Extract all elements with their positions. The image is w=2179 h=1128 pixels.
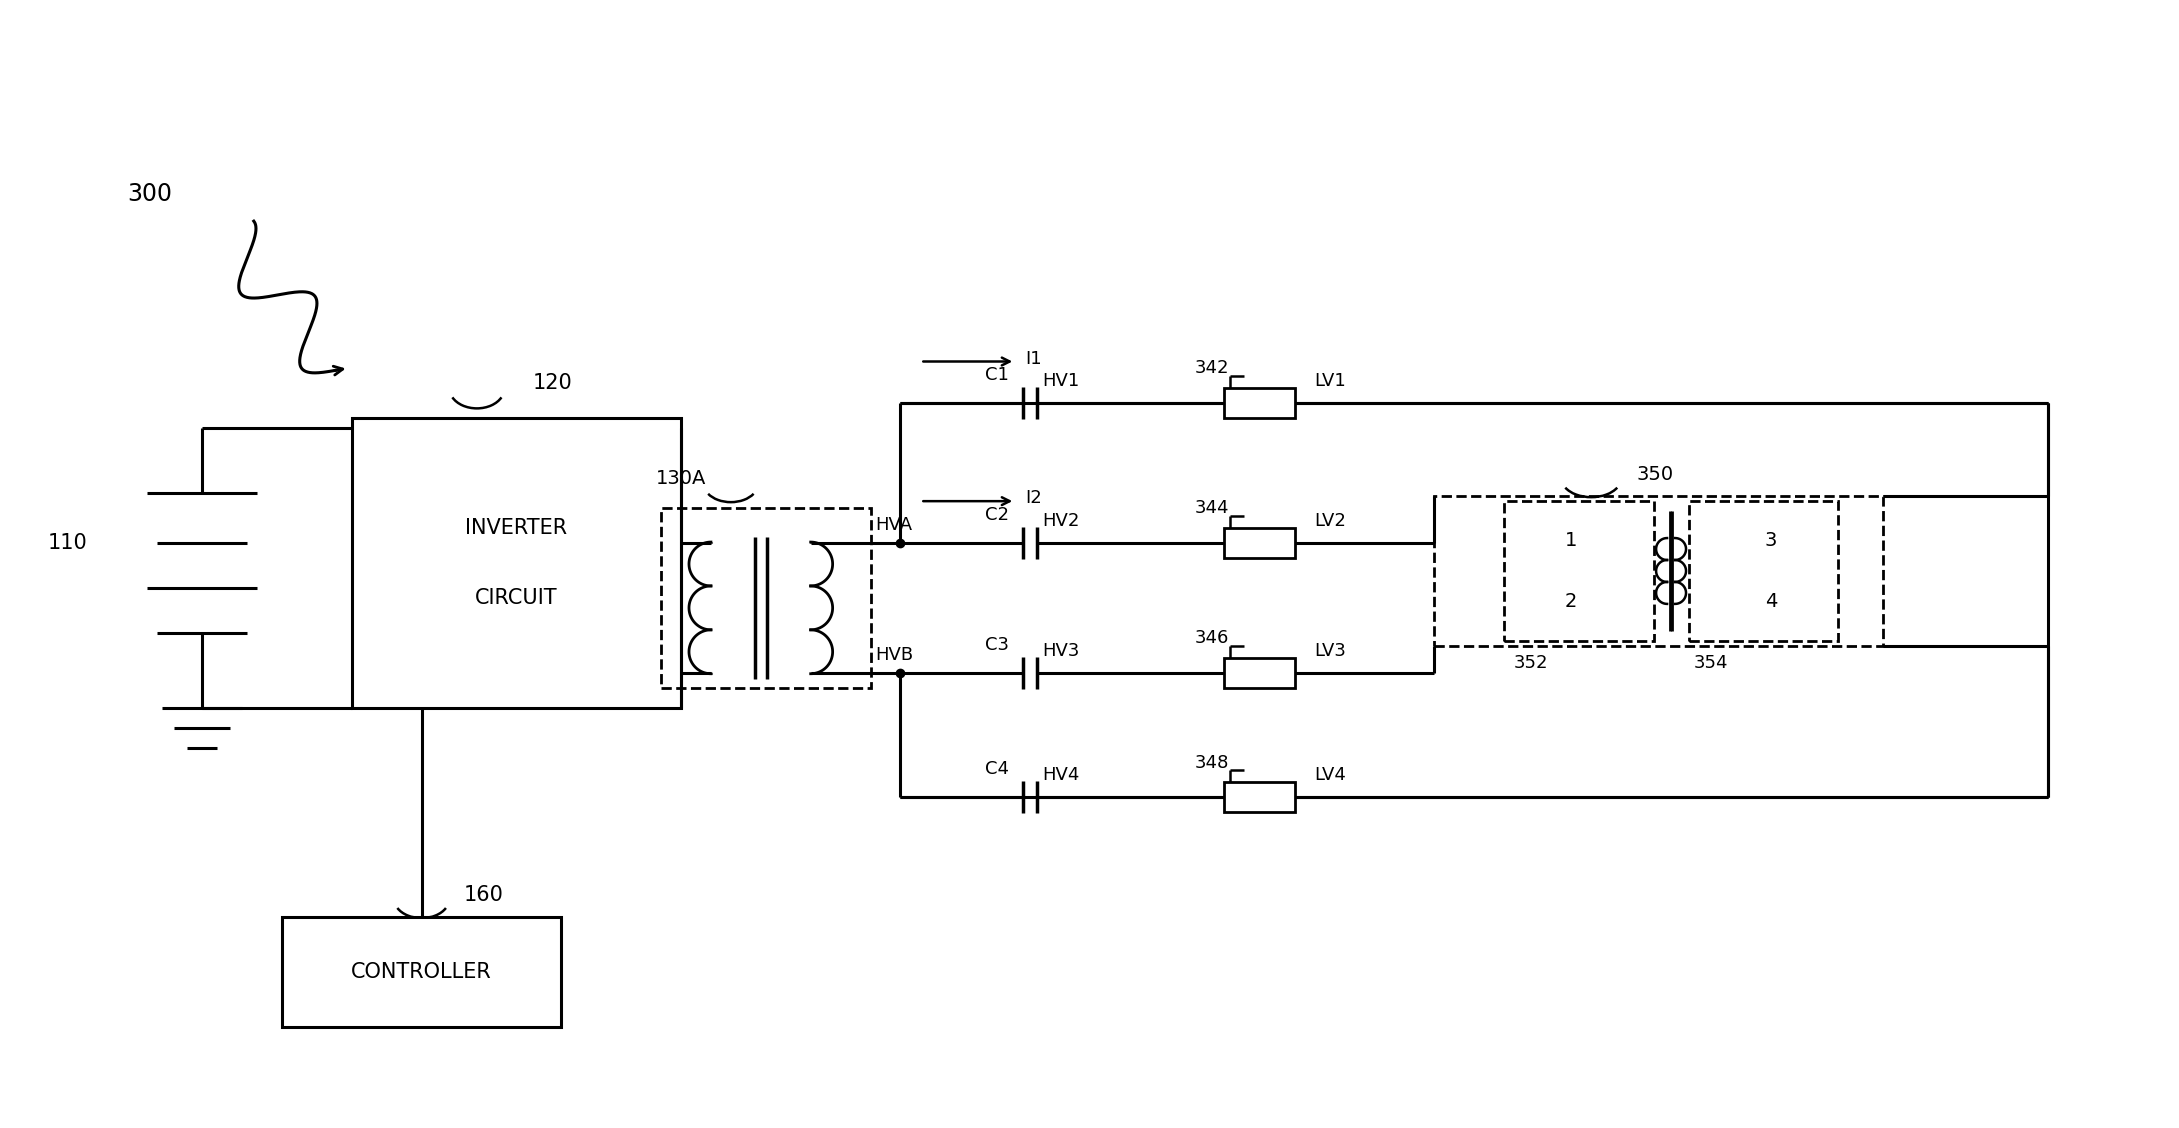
Text: HV3: HV3 (1042, 642, 1079, 660)
Text: 344: 344 (1194, 499, 1229, 517)
Text: HV1: HV1 (1042, 372, 1079, 390)
Text: C2: C2 (985, 506, 1009, 525)
Text: 354: 354 (1693, 654, 1728, 672)
Text: 120: 120 (534, 373, 573, 394)
Text: 348: 348 (1194, 754, 1229, 772)
Text: C4: C4 (985, 760, 1009, 778)
Text: LV4: LV4 (1314, 767, 1347, 784)
Text: LV2: LV2 (1314, 512, 1347, 530)
Text: 160: 160 (464, 885, 503, 905)
Text: INVERTER: INVERTER (466, 518, 567, 538)
Text: CIRCUIT: CIRCUIT (475, 588, 558, 608)
Text: 350: 350 (1636, 465, 1673, 484)
Text: 4: 4 (1765, 592, 1778, 611)
Text: I2: I2 (1024, 490, 1042, 508)
Text: 130A: 130A (656, 469, 706, 487)
Text: 2: 2 (1565, 592, 1578, 611)
Text: C3: C3 (985, 636, 1009, 654)
Bar (1225, 528, 1297, 558)
Text: HV4: HV4 (1042, 767, 1079, 784)
Text: HVB: HVB (876, 645, 913, 663)
Text: C1: C1 (985, 367, 1009, 385)
Bar (1689, 501, 1839, 641)
Text: 3: 3 (1765, 531, 1778, 549)
Text: LV1: LV1 (1314, 372, 1347, 390)
Bar (351, 418, 682, 707)
Text: 352: 352 (1514, 654, 1549, 672)
Bar (1504, 501, 1654, 641)
Bar (281, 917, 562, 1026)
Text: CONTROLLER: CONTROLLER (351, 962, 492, 982)
Text: LV3: LV3 (1314, 642, 1347, 660)
Text: HVA: HVA (876, 517, 913, 534)
Text: 1: 1 (1565, 531, 1578, 549)
Bar (1434, 496, 1883, 646)
Text: 346: 346 (1194, 628, 1229, 646)
Text: 342: 342 (1194, 360, 1229, 378)
Bar (660, 508, 872, 688)
Text: 110: 110 (48, 534, 87, 553)
Bar (1225, 658, 1297, 688)
Text: HV2: HV2 (1042, 512, 1079, 530)
Bar (1225, 388, 1297, 418)
Text: 300: 300 (126, 182, 172, 206)
Bar (1225, 783, 1297, 812)
Text: I1: I1 (1024, 350, 1042, 368)
